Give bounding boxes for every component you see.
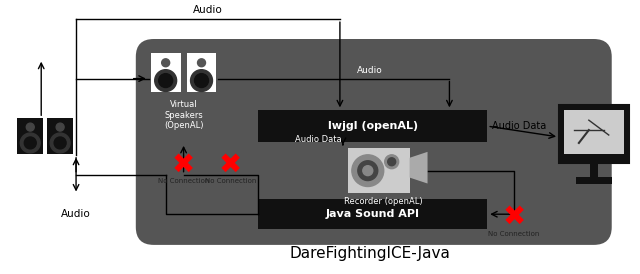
Circle shape — [155, 70, 177, 92]
FancyBboxPatch shape — [576, 177, 612, 184]
Circle shape — [50, 133, 70, 153]
Text: Virtual
Speakers
(OpenAL): Virtual Speakers (OpenAL) — [164, 100, 204, 130]
Circle shape — [26, 123, 35, 131]
Text: No Connection: No Connection — [158, 178, 209, 184]
Text: ✖: ✖ — [219, 151, 242, 179]
Circle shape — [24, 137, 36, 149]
Text: Audio: Audio — [193, 5, 222, 15]
Circle shape — [191, 70, 212, 92]
Circle shape — [56, 123, 64, 131]
Polygon shape — [410, 152, 428, 184]
Text: Java Sound API: Java Sound API — [326, 209, 420, 219]
Text: Audio: Audio — [357, 66, 383, 75]
Text: ✖: ✖ — [172, 151, 195, 179]
Circle shape — [195, 74, 209, 87]
Circle shape — [159, 74, 173, 87]
FancyBboxPatch shape — [348, 148, 410, 193]
Circle shape — [54, 137, 66, 149]
Text: No Connection: No Connection — [488, 231, 540, 237]
FancyBboxPatch shape — [187, 53, 216, 92]
FancyBboxPatch shape — [559, 105, 628, 163]
Circle shape — [162, 59, 170, 67]
Text: Audio: Audio — [61, 209, 91, 219]
Text: Recorder (openAL): Recorder (openAL) — [344, 197, 423, 206]
Text: lwjgl (openAL): lwjgl (openAL) — [328, 121, 418, 131]
FancyBboxPatch shape — [151, 53, 180, 92]
Circle shape — [358, 161, 378, 181]
Circle shape — [198, 59, 205, 67]
Circle shape — [20, 133, 40, 153]
FancyBboxPatch shape — [47, 118, 73, 154]
Circle shape — [385, 155, 399, 169]
FancyBboxPatch shape — [590, 163, 598, 177]
Circle shape — [352, 155, 384, 187]
FancyBboxPatch shape — [17, 118, 44, 154]
Text: Audio Data: Audio Data — [492, 121, 547, 131]
FancyBboxPatch shape — [136, 39, 612, 245]
FancyBboxPatch shape — [259, 199, 487, 229]
Circle shape — [388, 158, 396, 166]
Text: Audio Data: Audio Data — [294, 135, 341, 144]
Circle shape — [363, 166, 372, 176]
FancyBboxPatch shape — [259, 110, 487, 142]
FancyBboxPatch shape — [564, 110, 623, 154]
Text: ✖: ✖ — [502, 203, 526, 231]
Text: DareFightingICE-Java: DareFightingICE-Java — [289, 246, 450, 261]
Text: No Connection: No Connection — [205, 178, 256, 184]
